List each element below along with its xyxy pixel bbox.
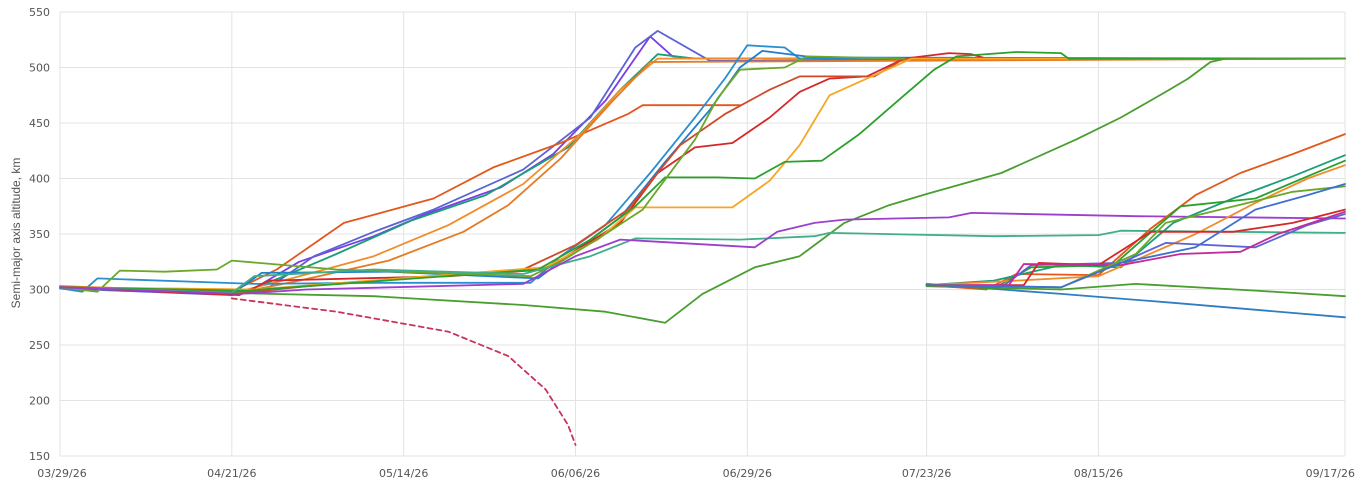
y-axis-label: Semi-major axis altitude, km [9,158,23,309]
series-line [925,164,1346,287]
y-axis: 150 200 250 300 350 400 450 500 550 [29,6,50,463]
series-line [59,104,741,293]
y-tick-label: 550 [29,6,50,19]
series-line [59,57,1346,294]
x-tick-label: 09/17/26 [1306,467,1355,480]
series-line [59,57,1346,291]
x-tick-label: 06/29/26 [723,467,772,480]
y-tick-label: 450 [29,117,50,130]
series-line [925,133,1346,291]
x-tick-label: 04/21/26 [207,467,256,480]
series-line [59,35,1346,295]
series-line [925,210,1346,287]
x-axis: 03/29/26 04/21/26 05/14/26 06/06/26 06/29/26… [37,467,1355,480]
x-tick-label: 07/23/26 [902,467,951,480]
y-tick-label: 300 [29,284,50,297]
y-tick-label: 200 [29,395,50,408]
series-line [925,282,1346,298]
series-line [59,211,1346,295]
series-line [59,57,1346,291]
series-line [925,213,1346,289]
x-tick-label: 05/14/26 [379,467,428,480]
series-line [59,44,1346,293]
x-tick-label: 06/06/26 [551,467,600,480]
y-tick-label: 250 [29,339,50,352]
series-line [925,208,1346,287]
series-line [230,297,577,446]
y-tick-label: 500 [29,62,50,75]
series-line [59,51,1346,292]
y-tick-label: 350 [29,228,50,241]
plot-area [59,29,1346,446]
series-line [925,183,1346,289]
x-tick-label: 08/15/26 [1074,467,1123,480]
y-tick-label: 150 [29,450,50,463]
y-tick-label: 400 [29,173,50,186]
series-line [925,154,1346,287]
series-line [59,55,906,293]
series-line [59,50,1346,295]
grid-lines [59,11,1346,457]
series-line [59,53,1346,295]
series-line [59,57,1346,324]
x-tick-label: 03/29/26 [37,467,86,480]
series-line [59,229,1346,294]
